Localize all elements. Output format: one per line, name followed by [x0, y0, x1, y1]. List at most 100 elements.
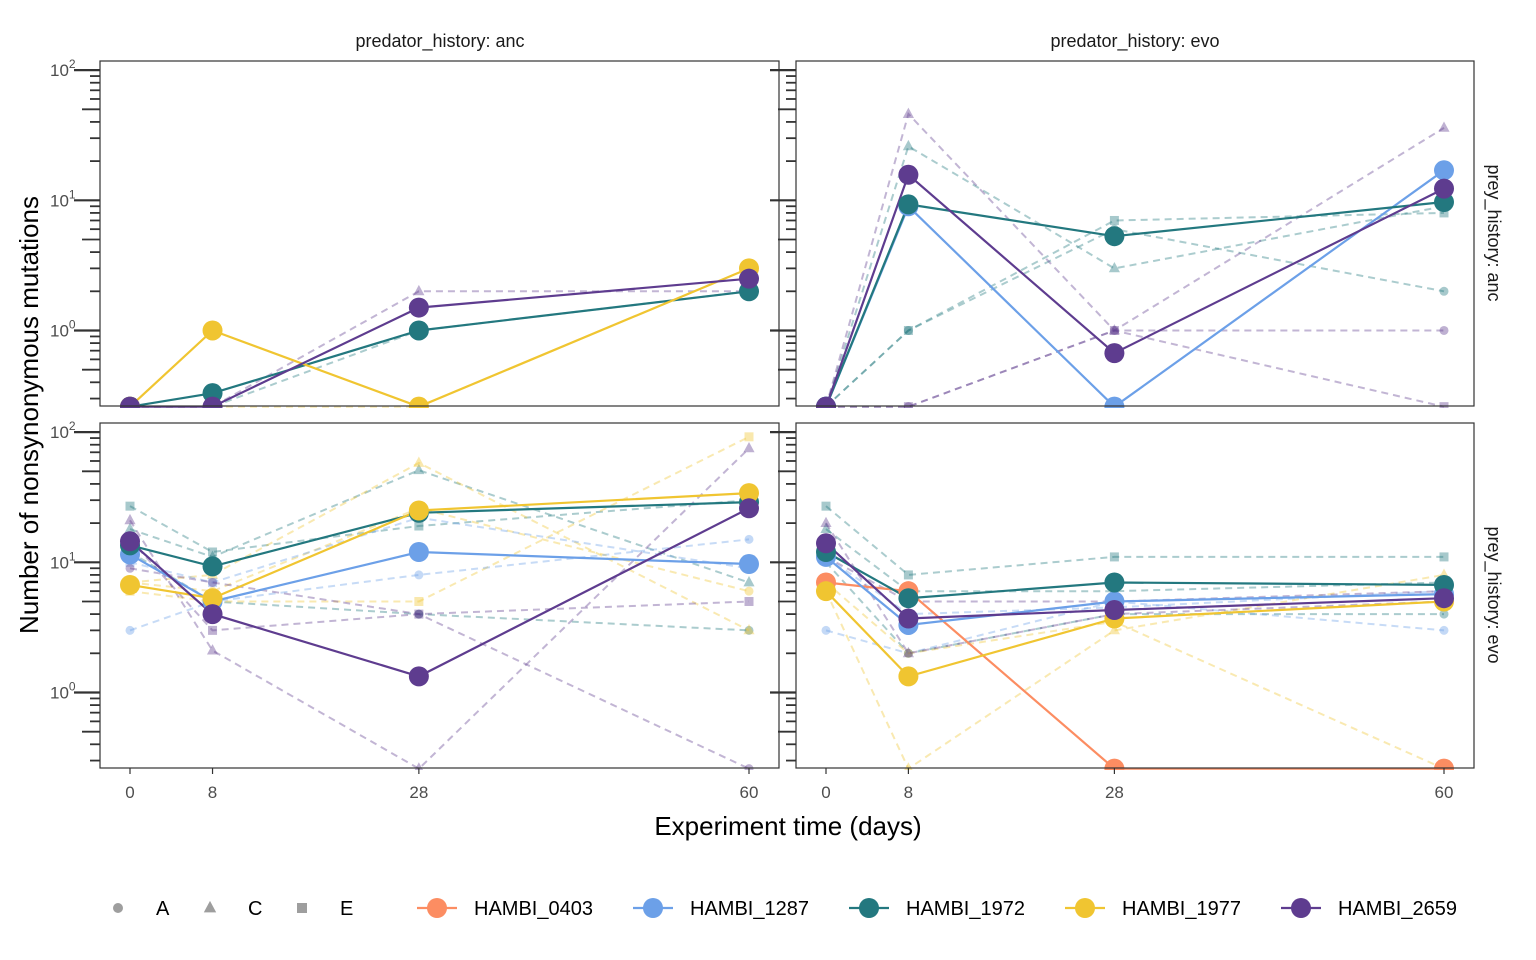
mean-point: [408, 666, 429, 687]
panel-border: [99, 422, 780, 769]
replicate-point: [208, 625, 218, 635]
facet-col-label-anc: predator_history: anc: [355, 31, 524, 52]
replicate-line: [825, 211, 1445, 408]
replicate-point: [413, 456, 425, 467]
mean-point: [898, 608, 919, 629]
replicate-point: [903, 570, 913, 580]
legend-strain-label: HAMBI_1972: [906, 898, 1025, 920]
replicate-line: [129, 435, 750, 603]
mean-point: [408, 320, 429, 341]
mean-point: [898, 194, 919, 215]
mean-point: [1434, 160, 1454, 181]
replicate-line: [825, 573, 1445, 770]
legend-shape-circle: [113, 903, 123, 913]
replicate-line: [825, 600, 1445, 655]
mean-line: [825, 551, 1445, 600]
mean-line: [825, 581, 1444, 770]
replicate-line: [826, 329, 1444, 408]
replicate-line: [825, 581, 1445, 770]
replicate-point: [820, 516, 832, 528]
replicate-point: [125, 501, 135, 511]
mean-point: [739, 498, 759, 519]
legend-strain-point: [427, 898, 447, 918]
panel-border: [99, 60, 780, 407]
replicate-point: [903, 648, 913, 658]
replicate-point: [743, 576, 755, 587]
replicate-point: [902, 139, 914, 151]
x-tick-label: 0: [125, 783, 134, 802]
panel-pred-evo-prey-evo: [795, 422, 1475, 770]
mean-point: [1104, 600, 1125, 621]
replicate-point: [208, 577, 218, 587]
replicate-point: [744, 432, 754, 442]
replicate-point: [903, 402, 913, 408]
panel-pred-evo-prey-anc: [795, 60, 1475, 408]
replicate-point: [1108, 324, 1120, 335]
mean-point: [202, 588, 223, 609]
mean-point: [202, 320, 223, 341]
replicate-point: [1439, 208, 1449, 218]
y-axis-title: Number of nonsynonymous mutations: [14, 196, 44, 634]
legend-strain-label: HAMBI_2659: [1338, 898, 1457, 920]
replicate-point: [1109, 325, 1119, 335]
legend-strain-point: [859, 898, 879, 918]
mean-point: [816, 396, 836, 408]
replicate-line: [825, 228, 1445, 408]
replicate-point: [743, 623, 755, 635]
legend-strain-point: [643, 898, 663, 918]
replicate-point: [820, 522, 832, 534]
replicate-line: [129, 538, 750, 632]
mean-point: [1104, 396, 1125, 408]
mean-point: [1104, 226, 1125, 247]
replicate-point: [1439, 325, 1449, 335]
replicate-line: [129, 447, 750, 770]
legend-shape-label: C: [248, 898, 262, 920]
replicate-point: [125, 563, 135, 573]
mean-point: [408, 396, 429, 408]
replicate-point: [1439, 609, 1449, 619]
replicate-point: [903, 648, 913, 658]
mean-line: [129, 501, 750, 568]
mean-point: [739, 554, 759, 575]
x-axes: 0 8 28 60 0 8 28 60: [125, 768, 1453, 802]
replicate-point: [744, 596, 754, 606]
replicate-point: [208, 547, 218, 557]
mean-point: [1434, 758, 1454, 770]
x-tick-label: 60: [1435, 783, 1454, 802]
replicate-point: [414, 521, 424, 531]
replicate-point: [903, 325, 913, 335]
y-tick-label: 101: [50, 549, 76, 572]
facet-row-label-evo: prey_history: evo: [1483, 526, 1504, 663]
replicate-line: [129, 507, 750, 593]
legend-strain-label: HAMBI_1977: [1122, 898, 1241, 920]
mean-point: [816, 581, 836, 602]
mean-point: [408, 297, 429, 318]
y-tick-label: 102: [50, 419, 76, 442]
replicate-point: [903, 648, 913, 658]
replicate-line: [825, 556, 1445, 603]
replicate-point: [821, 501, 831, 511]
x-tick-label: 0: [821, 783, 830, 802]
replicate-point: [1109, 215, 1119, 225]
replicate-point: [1109, 325, 1119, 335]
replicate-point: [413, 284, 425, 296]
replicate-line: [825, 556, 1445, 616]
mean-line: [130, 277, 750, 408]
replicate-point: [414, 609, 424, 619]
mean-point: [408, 541, 429, 562]
mean-line: [825, 542, 1445, 620]
replicate-line: [825, 505, 1444, 576]
replicate-line: [825, 561, 1444, 655]
legend-strain-label: HAMBI_1287: [690, 898, 809, 920]
mean-line: [824, 172, 1445, 408]
mean-point: [898, 666, 919, 687]
y-tick-label: 100: [50, 679, 76, 702]
replicate-point: [124, 513, 136, 525]
mean-point: [1104, 343, 1125, 364]
mean-point: [1434, 588, 1454, 609]
mean-line: [824, 200, 1445, 408]
replicate-point: [125, 625, 135, 635]
replicate-line: [129, 499, 750, 554]
legend-strain-label: HAMBI_0403: [474, 898, 593, 920]
